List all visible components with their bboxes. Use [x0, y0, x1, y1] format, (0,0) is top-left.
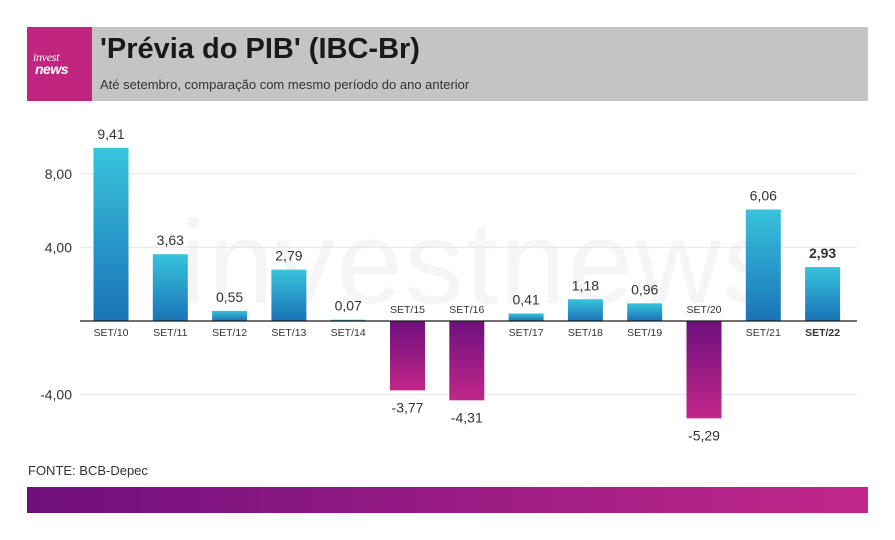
x-tick-label: SET/13 — [271, 327, 306, 339]
data-label: 1,18 — [572, 277, 599, 293]
data-label: -4,31 — [451, 409, 483, 425]
logo-text-top: invest — [33, 50, 60, 64]
data-label: 0,41 — [512, 291, 539, 307]
data-label: 2,93 — [809, 245, 836, 261]
bar-set-17 — [508, 313, 544, 321]
bar-set-15 — [390, 321, 425, 391]
data-label: -3,77 — [392, 399, 424, 415]
data-label: 9,41 — [97, 126, 124, 142]
x-tick-label: SET/15 — [390, 304, 425, 316]
y-tick-label: 8,00 — [45, 166, 72, 182]
y-tick-label: -4,00 — [40, 387, 72, 403]
investnews-logo: invest news — [27, 27, 92, 101]
data-label: 0,07 — [335, 298, 362, 314]
x-tick-label: SET/19 — [627, 327, 662, 339]
bar-set-19 — [627, 303, 663, 321]
bar-set-10 — [93, 147, 129, 321]
data-label: 2,79 — [275, 248, 302, 264]
x-tick-label: SET/21 — [746, 327, 781, 339]
bar-set-22 — [805, 267, 841, 321]
x-tick-label: SET/16 — [449, 304, 484, 316]
data-label: 3,63 — [157, 232, 184, 248]
x-tick-label: SET/17 — [509, 327, 544, 339]
bar-set-13 — [271, 269, 307, 321]
data-label: 0,96 — [631, 281, 658, 297]
data-label: -5,29 — [688, 427, 720, 443]
bar-set-21 — [745, 209, 781, 321]
bar-set-12 — [212, 310, 248, 321]
footer-gradient-bar — [27, 487, 868, 513]
source-note: FONTE: BCB-Depec — [28, 463, 148, 478]
bar-set-18 — [567, 299, 603, 321]
x-tick-label: SET/12 — [212, 327, 247, 339]
data-label: 0,55 — [216, 289, 243, 305]
x-tick-label: SET/11 — [153, 327, 187, 339]
x-tick-label: SET/14 — [331, 327, 366, 339]
data-label: 6,06 — [750, 187, 777, 203]
chart-header: invest news 'Prévia do PIB' (IBC-Br) Até… — [27, 27, 868, 101]
x-tick-label: SET/20 — [686, 304, 721, 316]
x-tick-label: SET/10 — [93, 327, 128, 339]
x-tick-label: SET/22 — [805, 327, 840, 339]
bar-set-16 — [449, 321, 485, 401]
x-tick-label: SET/18 — [568, 327, 603, 339]
bar-set-20 — [686, 321, 722, 419]
chart-title: 'Prévia do PIB' (IBC-Br) — [100, 33, 420, 65]
chart-subtitle: Até setembro, comparação com mesmo perío… — [100, 77, 470, 92]
y-tick-label: 4,00 — [45, 239, 72, 255]
bar-set-11 — [152, 254, 188, 321]
logo-text-bottom: news — [35, 61, 69, 77]
bar-set-14 — [330, 319, 366, 321]
